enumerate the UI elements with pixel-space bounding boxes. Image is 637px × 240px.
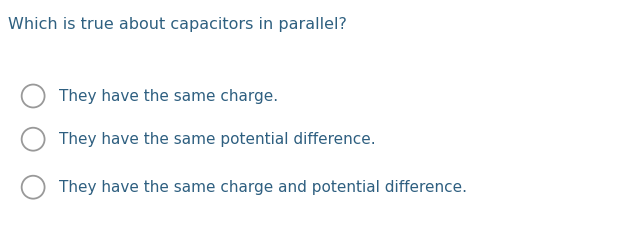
Ellipse shape bbox=[22, 128, 45, 151]
Text: They have the same potential difference.: They have the same potential difference. bbox=[59, 132, 375, 147]
Ellipse shape bbox=[22, 176, 45, 199]
Text: They have the same charge and potential difference.: They have the same charge and potential … bbox=[59, 180, 467, 195]
Text: They have the same charge.: They have the same charge. bbox=[59, 89, 278, 103]
Ellipse shape bbox=[22, 84, 45, 108]
Text: Which is true about capacitors in parallel?: Which is true about capacitors in parall… bbox=[8, 17, 347, 32]
